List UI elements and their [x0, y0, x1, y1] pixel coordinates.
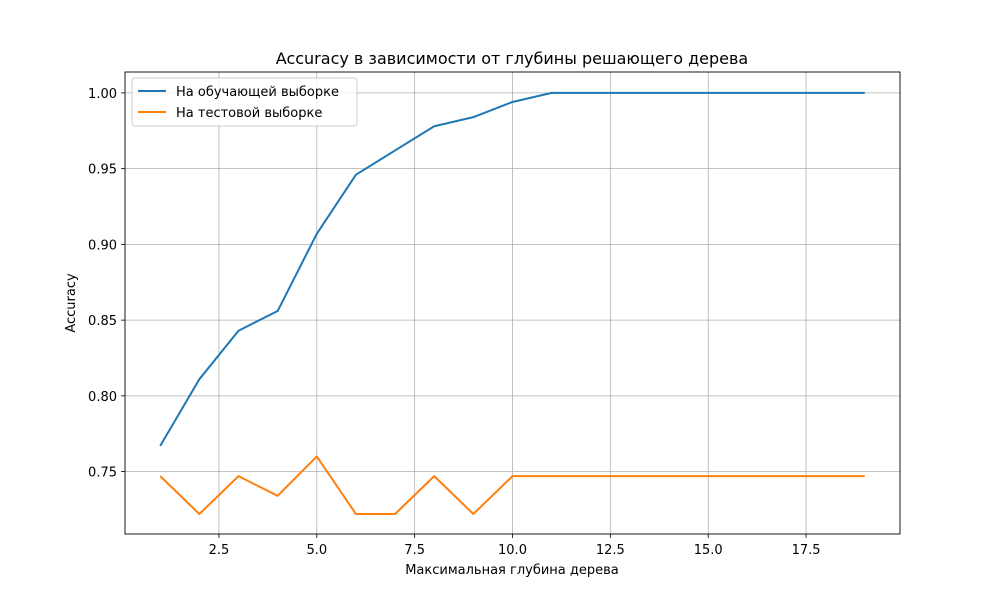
y-tick-label: 0.95	[88, 163, 117, 178]
y-axis-label: Accuracy	[64, 273, 79, 333]
y-tick-label: 0.80	[88, 390, 117, 405]
train-accuracy-line	[159, 91, 865, 447]
x-axis-label: Максимальная глубина дерева	[405, 563, 619, 578]
legend: На обучающей выборке На тестовой выборке	[131, 77, 358, 127]
y-tick-label: 0.75	[88, 466, 117, 481]
test-accuracy-line	[159, 455, 865, 516]
chart-title: Accuracy в зависимости от глубины решающ…	[276, 49, 748, 68]
series-lines	[159, 91, 865, 516]
x-tick-label: 5.0	[306, 543, 327, 558]
y-tick-label: 0.90	[88, 238, 117, 253]
grid	[125, 72, 900, 534]
x-tick-label: 17.5	[792, 543, 821, 558]
legend-box	[131, 77, 358, 127]
axis-ticks: 2.5 5.0 7.5 10.0 12.5 15.0 17.5 0.75 0.80 0.85 0.9…	[88, 87, 820, 558]
y-tick-label: 0.85	[88, 314, 117, 329]
x-tick-label: 7.5	[404, 543, 425, 558]
legend-label-train: На обучающей выборке	[176, 85, 339, 100]
y-tick-label: 1.00	[88, 87, 117, 102]
x-tick-label: 10.0	[498, 543, 527, 558]
legend-label-test: На тестовой выборке	[176, 106, 322, 121]
x-tick-label: 12.5	[596, 543, 625, 558]
x-tick-label: 15.0	[694, 543, 723, 558]
x-tick-label: 2.5	[209, 543, 230, 558]
